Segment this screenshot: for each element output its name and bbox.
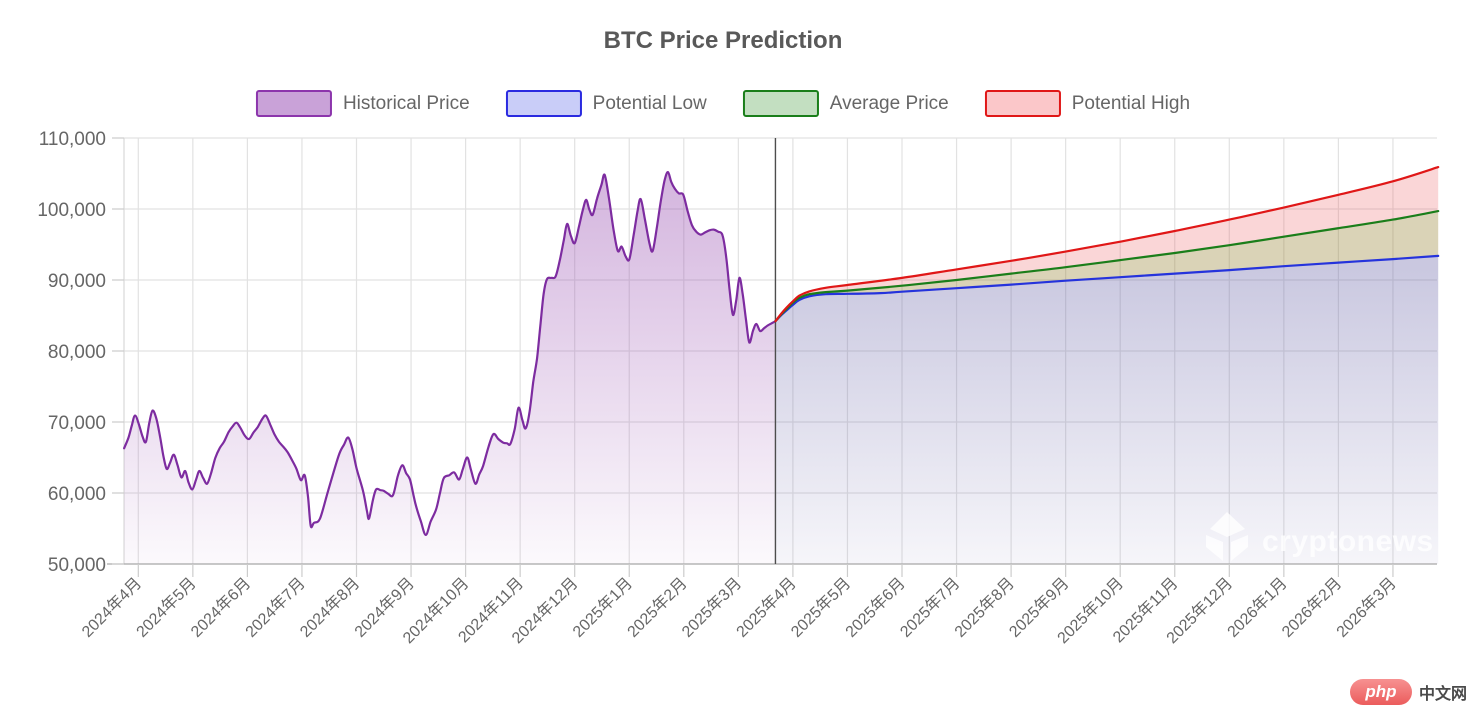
watermark-text: cryptonews: [1262, 525, 1434, 558]
axis-ticks: [112, 137, 1394, 577]
watermark-logo-icon: [1210, 512, 1245, 537]
legend-label-avg: Average Price: [829, 92, 949, 114]
y-tick-label: 110,000: [39, 129, 106, 150]
legend: Historical Price Potential Low Average Pri…: [255, 90, 1191, 117]
php-cn-badge: php 中文网: [1349, 679, 1467, 705]
watermark: cryptonews: [1206, 512, 1434, 561]
chart-title: BTC Price Prediction: [603, 27, 843, 54]
potential-low-line: [774, 254, 1440, 323]
legend-swatch-avg: [742, 90, 819, 117]
legend-item-high[interactable]: Potential High: [984, 90, 1191, 117]
legend-swatch-historical: [255, 90, 332, 117]
legend-swatch-high: [984, 90, 1061, 117]
y-tick-label: 50,000: [48, 555, 106, 576]
potential-low-area: [775, 255, 1439, 564]
y-tick-label: 60,000: [48, 484, 106, 505]
potential-high-line: [774, 166, 1440, 323]
x-axis-labels: 2024年4月2024年5月2024年6月2024年7月2024年8月2024年…: [78, 574, 1399, 647]
y-tick-label: 70,000: [48, 413, 106, 434]
y-tick-label: 100,000: [37, 200, 106, 221]
historical-price-line: [123, 171, 777, 536]
y-tick-label: 90,000: [48, 271, 106, 292]
php-badge-suffix: 中文网: [1418, 686, 1467, 703]
y-tick-label: 80,000: [48, 342, 106, 363]
legend-label-historical: Historical Price: [342, 92, 470, 114]
legend-swatch-low: [505, 90, 582, 117]
x-tick-label: 2026年3月: [1333, 574, 1400, 641]
historical-area: [124, 172, 776, 565]
legend-item-avg[interactable]: Average Price: [742, 90, 949, 117]
legend-item-historical[interactable]: Historical Price: [255, 90, 470, 117]
y-axis-labels: 50,000 60,000 70,000 80,000 90,000 100,000 110…: [37, 129, 106, 576]
legend-item-low[interactable]: Potential Low: [505, 90, 707, 117]
legend-label-high: Potential High: [1071, 92, 1191, 114]
legend-label-low: Potential Low: [592, 92, 707, 114]
php-logo-pill: php: [1349, 679, 1412, 705]
